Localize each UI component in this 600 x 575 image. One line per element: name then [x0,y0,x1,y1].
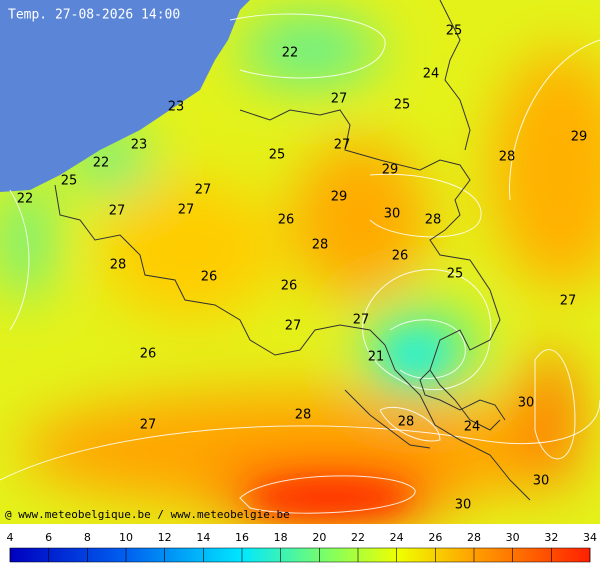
temperature-label: 30 [455,498,472,513]
colorbar-tick-label: 16 [235,531,249,544]
temperature-label: 23 [168,100,185,115]
temperature-label: 27 [140,418,157,433]
colorbar-tick-label: 10 [119,531,133,544]
temperature-label: 27 [285,319,302,334]
colorbar-tick-label: 34 [583,531,597,544]
temperature-label: 26 [281,279,298,294]
map-title: Temp. 27-08-2026 14:00 [8,8,180,23]
colorbar-tick-label: 28 [467,531,481,544]
borders [54,0,531,501]
isotherms [0,13,600,514]
temperature-label: 27 [353,313,370,328]
temperature-label: 30 [533,474,550,489]
temperature-label: 24 [464,420,481,435]
colorbar-tick-label: 14 [196,531,210,544]
temperature-label: 27 [560,294,577,309]
colorbar-tick-label: 22 [351,531,365,544]
temperature-label: 30 [518,396,535,411]
colorbar-tick-label: 20 [312,531,326,544]
temperature-label: 22 [17,192,34,207]
temperature-label: 25 [394,98,411,113]
temperature-label: 25 [446,24,463,39]
temperature-label: 28 [398,415,415,430]
temperature-label: 25 [269,148,286,163]
colorbar-tick-label: 6 [45,531,52,544]
temperature-label: 29 [331,190,348,205]
temperature-label: 28 [295,408,312,423]
temperature-label: 26 [278,213,295,228]
temperature-label: 21 [368,350,385,365]
colorbar-tick-label: 18 [274,531,288,544]
colorbar-tick-label: 30 [506,531,520,544]
field [0,0,600,524]
colorbar [9,547,591,563]
temperature-label: 27 [331,92,348,107]
temperature-label: 25 [447,267,464,282]
colorbar-tick-label: 24 [390,531,404,544]
temperature-label: 22 [282,46,299,61]
temperature-label: 22 [93,156,110,171]
temperature-label: 27 [178,203,195,218]
temperature-label: 27 [109,204,126,219]
colorbar-tick-label: 4 [7,531,14,544]
temperature-label: 28 [110,258,127,273]
colorbar-tick-label: 26 [428,531,442,544]
credit: @ www.meteobelgique.be / www.meteobelgie… [5,508,290,521]
temperature-label: 28 [425,213,442,228]
temperature-label: 26 [140,347,157,362]
temperature-label: 27 [195,183,212,198]
temperature-label: 29 [382,163,399,178]
colorbar-tick-label: 8 [84,531,91,544]
temperature-label: 28 [312,238,329,253]
temperature-label: 28 [499,150,516,165]
colorbar-tick-label: 32 [544,531,558,544]
temperature-label: 25 [61,174,78,189]
temperature-label: 29 [571,130,588,145]
temperature-label: 26 [392,249,409,264]
temperature-label: 23 [131,138,148,153]
colorbar-tick-label: 12 [158,531,172,544]
temperature-label: 26 [201,270,218,285]
temperature-label: 24 [423,67,440,82]
temperature-label: 27 [334,138,351,153]
temperature-label: 30 [384,207,401,222]
